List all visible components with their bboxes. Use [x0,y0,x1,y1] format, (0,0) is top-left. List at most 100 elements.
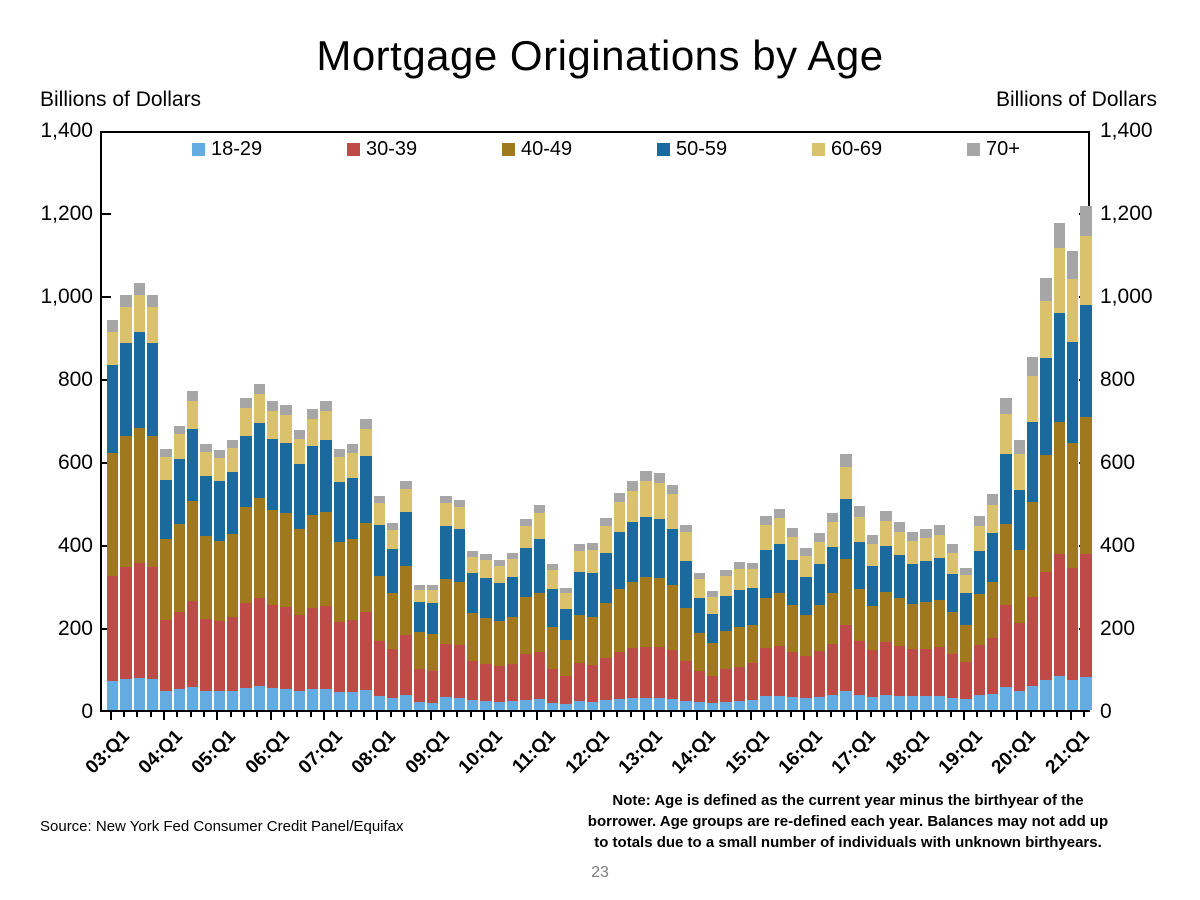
bar-segment-18-29 [760,696,772,710]
bar-segment-50-59 [960,593,972,626]
bar-segment-50-59 [333,481,345,543]
bar-16:Q3 [827,512,839,710]
bar-segment-70+ [653,473,665,483]
legend-item-60-69: 60-69 [812,139,882,159]
bar-segment-30-39 [840,624,852,691]
bar-segment-70+ [427,585,439,590]
bar-segment-50-59 [640,517,652,578]
note-line-2: borrower. Age groups are re-defined each… [587,813,1109,830]
bar-segment-60-69 [267,411,279,440]
bar-segment-60-69 [840,466,852,500]
legend-label: 18-29 [211,138,263,160]
x-tick-mark [696,712,699,720]
x-tick-mark [1002,712,1005,717]
bar-segment-50-59 [120,342,132,437]
bar-segment-40-49 [800,614,812,657]
bar-segment-30-39 [933,647,945,696]
bar-segment-60-69 [827,522,839,547]
bar-segment-18-29 [707,702,719,710]
bar-segment-60-69 [120,307,132,343]
bar-segment-40-49 [467,612,479,661]
bar-segment-18-29 [547,702,559,710]
bar-segment-30-39 [760,647,772,697]
bar-segment-30-39 [213,621,225,692]
bar-16:Q1 [800,548,812,710]
bar-segment-70+ [520,518,532,527]
bar-segment-30-39 [1067,568,1079,680]
bar-segment-18-29 [1053,675,1065,710]
bar-segment-70+ [187,390,199,401]
x-tick-mark [949,712,952,717]
bar-segment-30-39 [960,662,972,700]
x-tick-mark [549,712,552,717]
bar-segment-40-49 [1027,501,1039,598]
bar-04:Q3 [187,390,199,710]
bar-segment-30-39 [773,645,785,696]
y-tick-label-left: 1,000 [40,285,93,308]
bar-segment-60-69 [813,541,825,564]
x-tick-mark [722,712,725,717]
bar-segment-18-29 [827,695,839,710]
y-tick-mark [102,545,111,547]
bar-segment-18-29 [440,697,452,710]
bar-segment-60-69 [573,550,585,572]
bar-segment-70+ [853,506,865,517]
x-tick-label: 05:Q1 [187,726,241,779]
bar-segment-40-49 [413,632,425,670]
bar-segment-40-49 [707,643,719,676]
bar-segment-70+ [587,543,599,550]
bar-segment-30-39 [120,566,132,679]
bar-segment-70+ [347,444,359,454]
bar-segment-70+ [920,528,932,539]
bar-06:Q4 [307,409,319,710]
y-tick-label-left: 1,200 [40,202,93,225]
bar-segment-30-39 [453,644,465,698]
bar-segment-30-39 [200,618,212,691]
bar-segment-30-39 [880,642,892,696]
bar-segment-70+ [453,499,465,508]
bar-05:Q1 [213,450,225,710]
bar-segment-30-39 [787,651,799,698]
bar-segment-50-59 [267,439,279,510]
bar-segment-18-29 [507,701,519,710]
x-tick-label: 13:Q1 [614,726,667,779]
bar-13:Q2 [653,473,665,710]
x-tick-mark [869,712,872,717]
bar-11:Q4 [573,544,585,710]
bar-segment-50-59 [373,524,385,577]
bar-segment-50-59 [747,588,759,625]
bar-11:Q3 [560,588,572,710]
y-tick-label-left: 600 [57,451,93,474]
bar-segment-50-59 [653,519,665,579]
y-tick-label-right: 1,400 [1100,119,1153,142]
bar-segment-30-39 [587,665,599,702]
bar-segment-30-39 [267,605,279,689]
bar-segment-50-59 [707,613,719,644]
bar-12:Q2 [600,518,612,710]
bar-segment-60-69 [200,452,212,476]
bar-segment-18-29 [493,701,505,710]
bar-segment-50-59 [507,577,519,618]
x-tick-mark [762,712,765,717]
bar-segment-18-29 [920,696,932,710]
x-tick-mark [749,712,752,720]
x-tick-mark [456,712,459,717]
bar-13:Q4 [680,524,692,710]
bar-segment-40-49 [267,509,279,606]
bar-segment-30-39 [613,651,625,700]
y-tick-mark [102,379,111,381]
bar-segment-18-29 [747,699,759,710]
bar-13:Q1 [640,471,652,710]
bar-segment-40-49 [1013,550,1025,624]
bar-segment-60-69 [213,458,225,482]
x-tick-mark [789,712,792,717]
chart-title: Mortgage Originations by Age [316,32,884,79]
x-tick-mark [709,712,712,717]
bar-segment-60-69 [1053,248,1065,313]
bar-segment-70+ [667,484,679,494]
bar-segment-50-59 [813,563,825,606]
bar-segment-18-29 [520,699,532,710]
bar-segment-40-49 [187,501,199,601]
bar-segment-30-39 [867,650,879,697]
